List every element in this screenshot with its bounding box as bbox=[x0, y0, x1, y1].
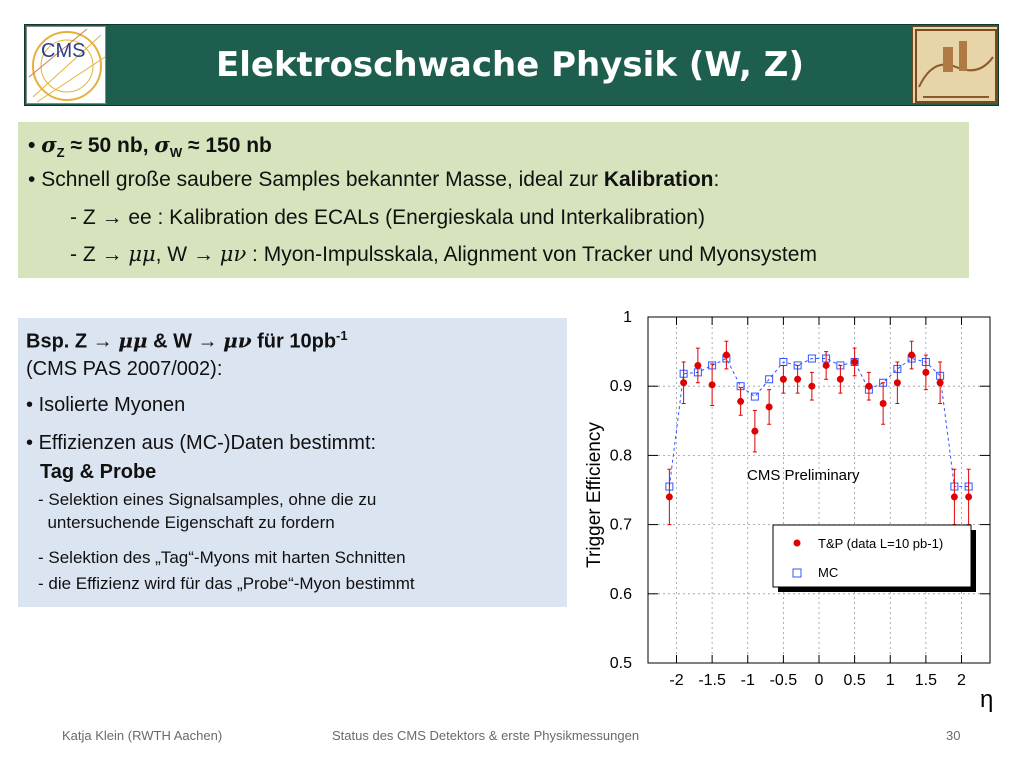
data-point bbox=[751, 427, 759, 435]
data-point bbox=[908, 351, 916, 359]
cms-logo: CMS bbox=[26, 26, 106, 104]
tag-selection-line: - Selektion des „Tag“-Myons mit harten S… bbox=[38, 548, 406, 567]
x-axis-label: η bbox=[980, 686, 993, 713]
data-point bbox=[708, 381, 716, 389]
data-point bbox=[808, 382, 816, 390]
x-tick-label: -2 bbox=[669, 672, 683, 689]
footer-author: Katja Klein (RWTH Aachen) bbox=[62, 728, 223, 743]
tag-probe-heading: Tag & Probe bbox=[40, 461, 157, 483]
chart-series bbox=[665, 340, 973, 526]
y-tick-label: 0.7 bbox=[610, 517, 632, 534]
page-title: Elektroschwache Physik (W, Z) bbox=[216, 45, 804, 85]
chart-legend: T&P (data L=10 pb-1) MC bbox=[772, 524, 976, 592]
y-tick-label: 1 bbox=[623, 309, 632, 326]
data-point bbox=[722, 351, 730, 359]
data-point bbox=[765, 403, 773, 411]
selection-line-1: - Selektion eines Signalsamples, ohne di… bbox=[38, 490, 377, 509]
data-point bbox=[950, 493, 958, 501]
y-tick-label: 0.9 bbox=[610, 378, 632, 395]
selection-line-2: untersuchende Eigenschaft zu fordern bbox=[38, 513, 335, 532]
data-point bbox=[836, 375, 844, 383]
title-bar bbox=[24, 24, 999, 106]
footer-talk-title: Status des CMS Detektors & erste Physikm… bbox=[332, 728, 640, 743]
data-point bbox=[893, 379, 901, 387]
data-point bbox=[779, 375, 787, 383]
pas-reference: (CMS PAS 2007/002): bbox=[26, 358, 223, 380]
aachen-seal-image bbox=[912, 26, 998, 104]
x-tick-label: 1 bbox=[886, 672, 895, 689]
y-tick-label: 0.5 bbox=[610, 655, 632, 672]
x-tick-label: -1 bbox=[741, 672, 755, 689]
data-point bbox=[794, 375, 802, 383]
data-point bbox=[680, 379, 688, 387]
data-point bbox=[879, 400, 887, 407]
isolated-muons-bullet: • Isolierte Myonen bbox=[26, 394, 186, 416]
example-heading: Bsp. Z → μμ & W → μν für 10pb-1 bbox=[26, 328, 348, 353]
y-axis-label: Trigger Efficiency bbox=[584, 422, 605, 568]
chart-annotation: CMS Preliminary bbox=[747, 467, 860, 484]
cross-section-bullet: • σZ ≈ 50 nb, σW ≈ 150 nb bbox=[28, 132, 272, 161]
data-point bbox=[665, 493, 673, 501]
legend-data-label: T&P (data L=10 pb-1) bbox=[818, 536, 943, 551]
x-tick-label: 0 bbox=[815, 672, 824, 689]
legend-data-marker bbox=[793, 539, 801, 547]
x-tick-label: 2 bbox=[957, 672, 966, 689]
data-point bbox=[737, 397, 745, 405]
efficiency-bullet: • Effizienzen aus (MC-)Daten bestimmt: bbox=[26, 432, 377, 454]
footer-page-number: 30 bbox=[946, 728, 961, 743]
x-tick-label: 1.5 bbox=[915, 672, 937, 689]
mc-point bbox=[765, 375, 774, 384]
x-tick-label: -1.5 bbox=[698, 672, 726, 689]
data-point bbox=[694, 361, 702, 369]
ecal-subitem: - Z → ee : Kalibration des ECALs (Energi… bbox=[70, 206, 705, 229]
legend-mc-marker bbox=[792, 568, 802, 578]
x-tick-label: 0.5 bbox=[844, 672, 866, 689]
legend-mc-label: MC bbox=[818, 565, 838, 580]
calibration-bullet: • Schnell große saubere Samples bekannte… bbox=[28, 168, 720, 191]
y-tick-label: 0.8 bbox=[610, 447, 632, 464]
chart-ticks: -2 -1.5 -1 -0.5 0 0.5 1 1.5 2 0.5 0.6 0.7 0.8 0.9 1 bbox=[610, 309, 990, 689]
data-point bbox=[851, 358, 859, 366]
data-point bbox=[922, 368, 930, 376]
y-tick-label: 0.6 bbox=[610, 586, 632, 603]
muon-subitem: - Z → μμ, W → μν : Myon-Impulsskala, Ali… bbox=[70, 242, 817, 266]
data-point bbox=[965, 493, 973, 501]
mc-series-line bbox=[668, 357, 969, 488]
trigger-efficiency-chart: -2 -1.5 -1 -0.5 0 0.5 1 1.5 2 0.5 0.6 0.7 0.8 0.9 1 Tr… bbox=[584, 309, 993, 713]
data-point bbox=[936, 379, 944, 387]
mc-point bbox=[807, 354, 816, 363]
data-point bbox=[865, 382, 873, 390]
cms-logo-text: CMS bbox=[41, 40, 85, 62]
example-box: Bsp. Z → μμ & W → μν für 10pb-1 (CMS PAS… bbox=[18, 318, 567, 607]
data-point bbox=[822, 361, 830, 369]
x-tick-label: -0.5 bbox=[770, 672, 798, 689]
intro-box: • σZ ≈ 50 nb, σW ≈ 150 nb • Schnell groß… bbox=[18, 122, 969, 278]
mc-point bbox=[750, 392, 759, 401]
probe-efficiency-line: - die Effizienz wird für das „Probe“-Myo… bbox=[38, 574, 415, 593]
